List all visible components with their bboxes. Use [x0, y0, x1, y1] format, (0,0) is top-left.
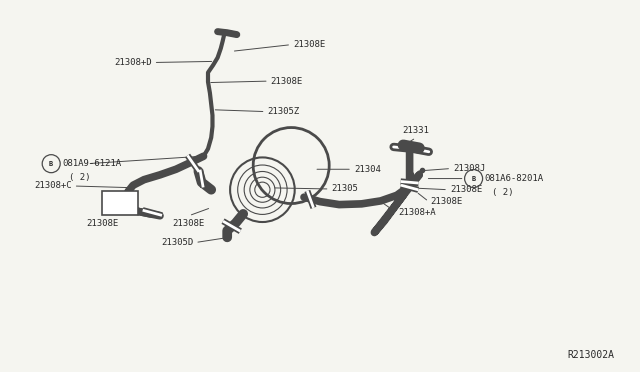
- Text: 21304: 21304: [354, 165, 381, 174]
- Text: 21308J: 21308J: [453, 164, 486, 173]
- Text: 21308+D: 21308+D: [114, 58, 152, 67]
- Text: B: B: [49, 161, 53, 167]
- Text: 21308E: 21308E: [86, 219, 118, 228]
- Text: 21308+A: 21308+A: [399, 208, 436, 217]
- FancyBboxPatch shape: [102, 191, 138, 215]
- Text: 21305: 21305: [332, 185, 358, 193]
- Text: ( 2): ( 2): [492, 188, 513, 197]
- Text: 21308E: 21308E: [173, 219, 205, 228]
- Text: B: B: [472, 176, 476, 182]
- Text: 21308E: 21308E: [450, 185, 483, 194]
- Text: 081A9-6121A: 081A9-6121A: [62, 159, 122, 168]
- Text: 21308E: 21308E: [293, 40, 326, 49]
- Text: 21331: 21331: [403, 126, 429, 135]
- Text: 21308+C: 21308+C: [34, 182, 72, 190]
- Text: 21308E: 21308E: [271, 77, 303, 86]
- Text: 21305D: 21305D: [161, 238, 193, 247]
- Text: 081A6-8201A: 081A6-8201A: [484, 174, 544, 183]
- Text: R213002A: R213002A: [568, 350, 614, 360]
- Text: 21308E: 21308E: [431, 197, 463, 206]
- Text: 21305Z: 21305Z: [268, 107, 300, 116]
- Text: ( 2): ( 2): [69, 173, 91, 182]
